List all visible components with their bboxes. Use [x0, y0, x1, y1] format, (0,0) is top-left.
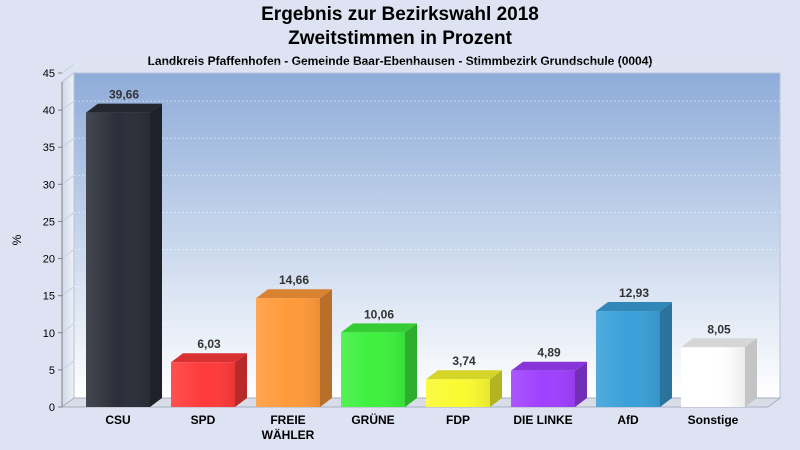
data-label: 10,06 [364, 307, 394, 321]
bar-side [320, 289, 332, 407]
y-tick-label: 25 [43, 216, 55, 228]
x-tick-label: FREIE [270, 413, 305, 427]
side-wall [61, 72, 75, 408]
bar-shading [511, 370, 575, 407]
bar-shading [426, 379, 490, 407]
y-tick-label: 20 [43, 254, 55, 266]
y-tick-label: 5 [49, 365, 55, 377]
y-tick-label: 15 [43, 291, 55, 303]
bar: 14,66 [256, 273, 332, 407]
bar-top [681, 338, 757, 348]
bar-top [86, 103, 162, 113]
x-tick-label: WÄHLER [262, 427, 315, 442]
y-tick-label: 40 [43, 105, 55, 117]
x-tick-label: FDP [446, 413, 470, 427]
bar: 10,06 [341, 307, 417, 407]
data-label: 3,74 [452, 354, 476, 368]
bar-top [511, 361, 587, 371]
back-wall [73, 72, 781, 399]
bar-side [575, 361, 587, 407]
bar: 12,93 [596, 286, 672, 407]
y-tick-label: 35 [43, 142, 55, 154]
x-tick-label: AfD [617, 413, 639, 427]
bar-top [256, 289, 332, 299]
bars: 39,66 6,03 14,66 10,06 3,74 4,89 12,93 8,05 [86, 88, 757, 407]
x-tick-label: DIE LINKE [513, 413, 572, 427]
data-label: 8,05 [707, 322, 731, 336]
y-tick-label: 30 [43, 179, 55, 191]
bar: 3,74 [426, 354, 502, 407]
bar: 8,05 [681, 322, 757, 407]
y-axis-ticks: 0 5 10 15 20 25 30 35 40 45 [43, 68, 63, 414]
bar-side [660, 302, 672, 407]
bar-side [405, 323, 417, 407]
bar-top [596, 302, 672, 312]
bar-top [171, 353, 247, 363]
bar-shading [171, 362, 235, 407]
x-tick-label: Sonstige [688, 413, 739, 427]
bar: 4,89 [511, 346, 587, 407]
plot-background [60, 72, 782, 408]
bar-side [745, 338, 757, 407]
bar-shading [256, 298, 320, 407]
data-label: 39,66 [109, 88, 139, 102]
x-tick-label: GRÜNE [351, 412, 394, 427]
data-label: 12,93 [619, 286, 649, 300]
bar: 39,66 [86, 88, 162, 407]
chart-subtitle: Zweitstimmen in Prozent [288, 28, 512, 49]
bar-side [490, 370, 502, 407]
bar-shading [341, 332, 405, 407]
bar-side [150, 103, 162, 407]
bar: 6,03 [171, 337, 247, 407]
bar-top [426, 370, 502, 380]
chart-title: Ergebnis zur Bezirkswahl 2018 [261, 4, 539, 25]
y-tick-label: 0 [49, 402, 55, 414]
bar-shading [681, 347, 745, 407]
bar-shading [596, 311, 660, 407]
bar-side [235, 353, 247, 407]
chart-caption: Landkreis Pfaffenhofen - Gemeinde Baar-E… [147, 54, 653, 68]
data-label: 14,66 [279, 273, 309, 287]
y-tick-label: 45 [43, 68, 55, 80]
bar-top [341, 323, 417, 333]
y-tick-label: 10 [43, 328, 55, 340]
bar-shading [86, 112, 150, 407]
y-axis-label: % [10, 234, 24, 245]
x-tick-label: SPD [191, 413, 216, 427]
data-label: 4,89 [537, 346, 561, 360]
data-label: 6,03 [197, 337, 221, 351]
floor [60, 397, 782, 408]
x-tick-label: CSU [105, 413, 130, 427]
